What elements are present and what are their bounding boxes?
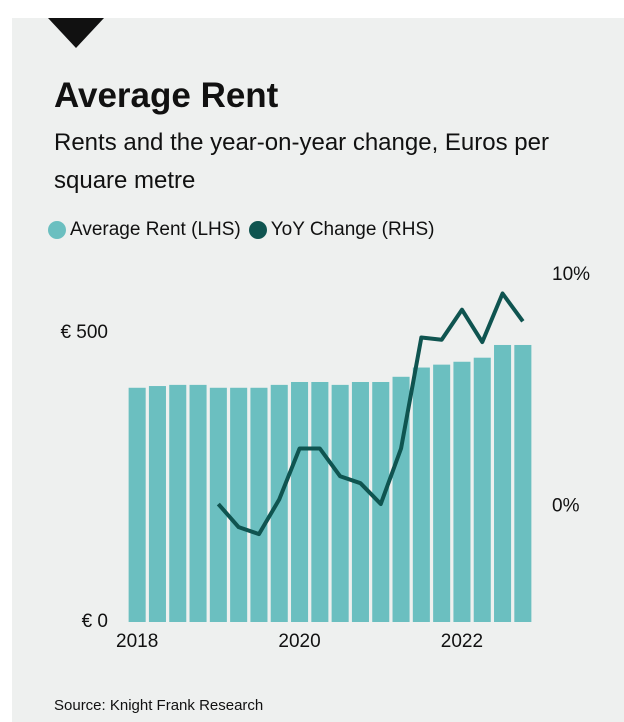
legend-label: YoY Change (RHS)	[270, 219, 435, 240]
legend: Average Rent (LHS) YoY Change (RHS)	[48, 219, 434, 241]
legend-item: YoY Change (RHS)	[248, 219, 435, 241]
y-tick-label: € 500	[60, 322, 108, 343]
bar	[128, 387, 146, 622]
bar	[230, 387, 248, 622]
chart-title: Average Rent	[54, 76, 279, 115]
bar	[311, 381, 329, 622]
bar	[270, 384, 288, 622]
line	[216, 291, 525, 537]
x-tick-label: 2020	[278, 631, 320, 652]
bar	[331, 384, 349, 622]
bar	[494, 344, 512, 622]
y-tick-label: € 0	[82, 611, 108, 632]
chart-subtitle: Rents and the year-on-year change, Euros…	[54, 129, 549, 194]
bar	[189, 384, 207, 622]
bar	[433, 364, 451, 622]
legend-label: Average Rent (LHS)	[70, 219, 241, 240]
x-tick-label: 2022	[441, 631, 483, 652]
bar	[514, 344, 532, 622]
bar	[291, 381, 309, 622]
x-tick-label: 2018	[116, 631, 158, 652]
legend-item: Average Rent (LHS)	[48, 219, 241, 241]
bar	[473, 357, 491, 622]
bar	[392, 376, 410, 622]
bar	[148, 386, 166, 622]
bar	[250, 387, 268, 622]
bar	[453, 361, 471, 622]
bar	[169, 384, 187, 622]
y2-tick-label: 10%	[552, 264, 590, 285]
legend-swatch	[48, 221, 66, 239]
source: Source: Knight Frank Research	[54, 697, 264, 714]
bar	[351, 381, 369, 622]
y2-tick-label: 0%	[552, 495, 580, 516]
marker-triangle	[48, 18, 104, 48]
bar	[412, 367, 430, 622]
legend-swatch	[248, 221, 267, 239]
